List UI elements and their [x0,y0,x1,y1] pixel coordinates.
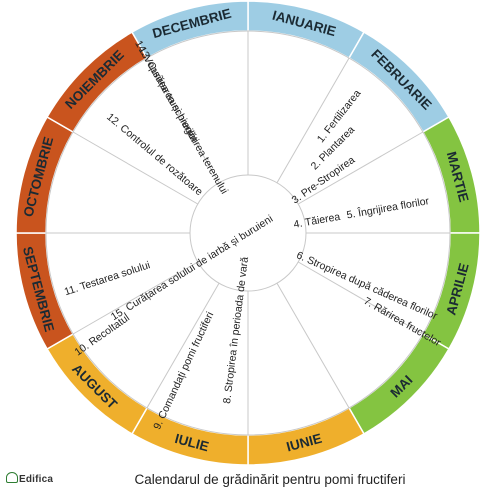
month-divider [297,261,424,335]
edifica-logo: Edifica [6,472,53,485]
month-divider [276,57,350,184]
month-divider [276,282,350,409]
month-divider [297,131,424,205]
diagram-title: Calendarul de grădinărit pentru pomi fru… [134,472,406,487]
month-ring: IANUARIEFEBRUARIEMARTIEAPRILIEMAIIUNIEIU… [15,0,480,466]
logo-text: Edifica [19,474,54,485]
month-divider [72,261,199,335]
month-divider [146,57,220,184]
spokes [45,30,451,436]
month-divider [146,282,220,409]
house-icon [6,472,18,483]
month-divider [72,131,199,205]
